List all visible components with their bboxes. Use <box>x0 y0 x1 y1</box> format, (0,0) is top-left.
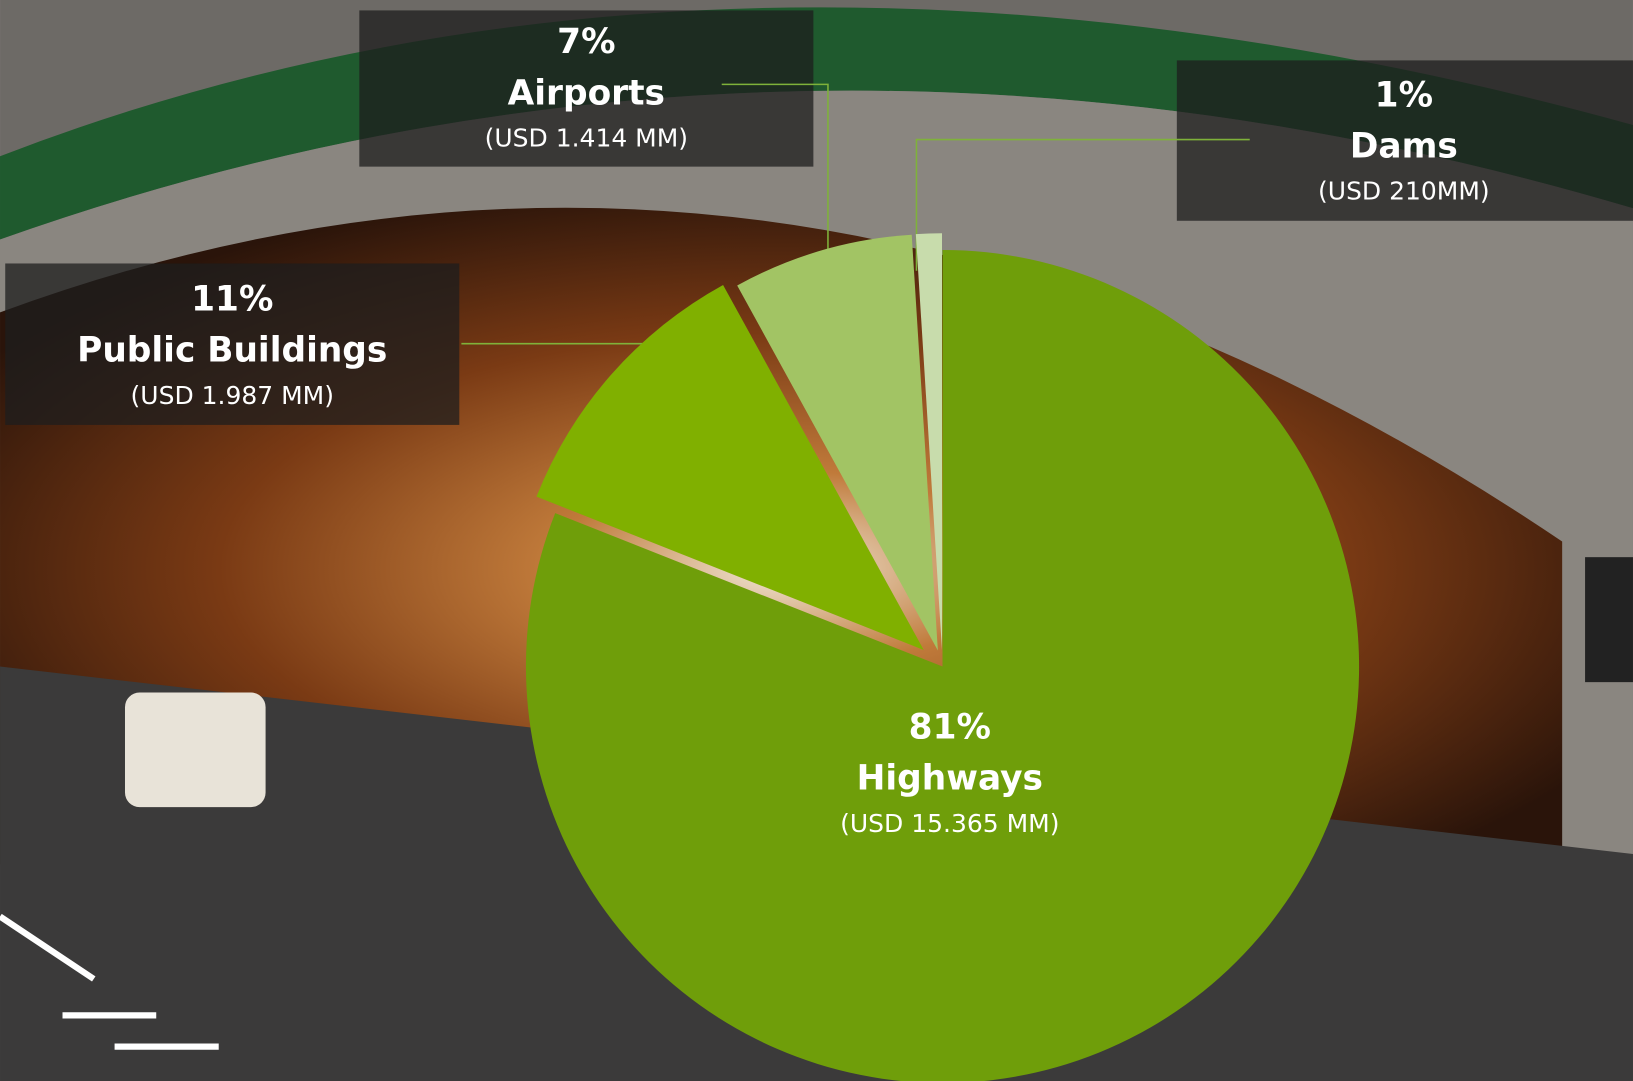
value-label: 81% <box>909 707 991 747</box>
value-label: 1% <box>1375 75 1433 115</box>
category-label: Dams <box>1350 126 1458 166</box>
category-label: Highways <box>857 759 1043 799</box>
category-label: Public Buildings <box>77 331 387 371</box>
amount-label: (USD 1.987 MM) <box>131 381 334 410</box>
amount-label: (USD 15.365 MM) <box>840 809 1059 838</box>
category-label: Airports <box>508 73 665 113</box>
amount-label: (USD 1.414 MM) <box>485 124 688 153</box>
value-label: 7% <box>557 22 615 62</box>
amount-label: (USD 210MM) <box>1318 177 1490 206</box>
value-label: 11% <box>191 279 273 319</box>
chart: 81% Highways (USD 15.365 MM) 11% Public Buil… <box>0 0 1633 1081</box>
